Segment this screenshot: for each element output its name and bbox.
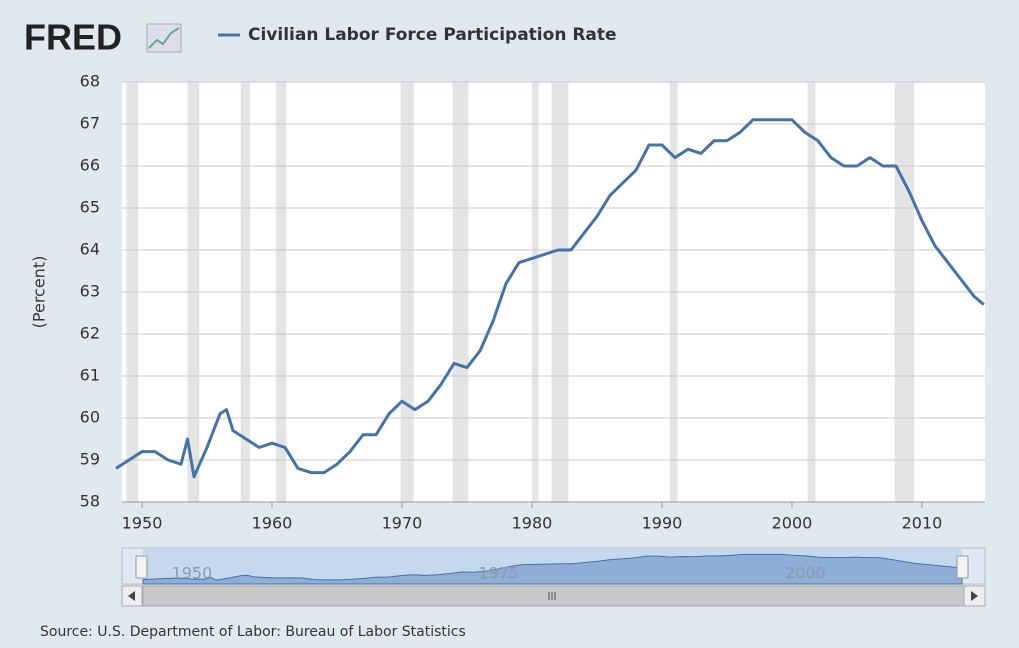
logo: FRED: [24, 17, 122, 58]
scrollbar-thumb[interactable]: [142, 585, 965, 607]
y-tick-label: 60: [80, 408, 100, 427]
scroll-left-arrow: [128, 591, 135, 601]
navigator-area: [142, 553, 963, 585]
x-tick-label: 2000: [772, 514, 813, 533]
x-tick-label: 1980: [512, 514, 553, 533]
series-line: [115, 118, 985, 479]
y-tick-label: 63: [80, 282, 100, 301]
scroll-right-arrow: [971, 591, 978, 601]
y-tick-label: 64: [80, 240, 100, 259]
legend-label: Civilian Labor Force Participation Rate: [248, 25, 617, 45]
logo-icon: [146, 23, 182, 53]
x-tick-label: 1970: [382, 514, 423, 533]
x-tick-label: 1960: [252, 514, 293, 533]
x-tick-label: 2010: [902, 514, 943, 533]
y-tick-label: 59: [80, 450, 100, 469]
y-axis-title: (Percent): [30, 256, 49, 329]
x-tick-label: 1990: [642, 514, 683, 533]
y-tick-label: 67: [80, 114, 100, 133]
scrollbar-grip: [548, 592, 556, 600]
y-tick-label: 65: [80, 198, 100, 217]
y-tick-label: 61: [80, 366, 100, 385]
x-tick-label: 1950: [122, 514, 163, 533]
navigator-handle[interactable]: [956, 555, 969, 579]
source: Source: U.S. Department of Labor: Bureau…: [40, 624, 466, 640]
y-tick-label: 58: [80, 492, 100, 511]
y-tick-label: 68: [80, 72, 100, 91]
y-tick-label: 66: [80, 156, 100, 175]
y-tick-label: 62: [80, 324, 100, 343]
navigator-tick-label: 1975: [478, 564, 519, 583]
navigator-handle[interactable]: [135, 555, 148, 579]
navigator-tick-label: 1950: [172, 564, 213, 583]
navigator-tick-label: 2000: [785, 564, 826, 583]
